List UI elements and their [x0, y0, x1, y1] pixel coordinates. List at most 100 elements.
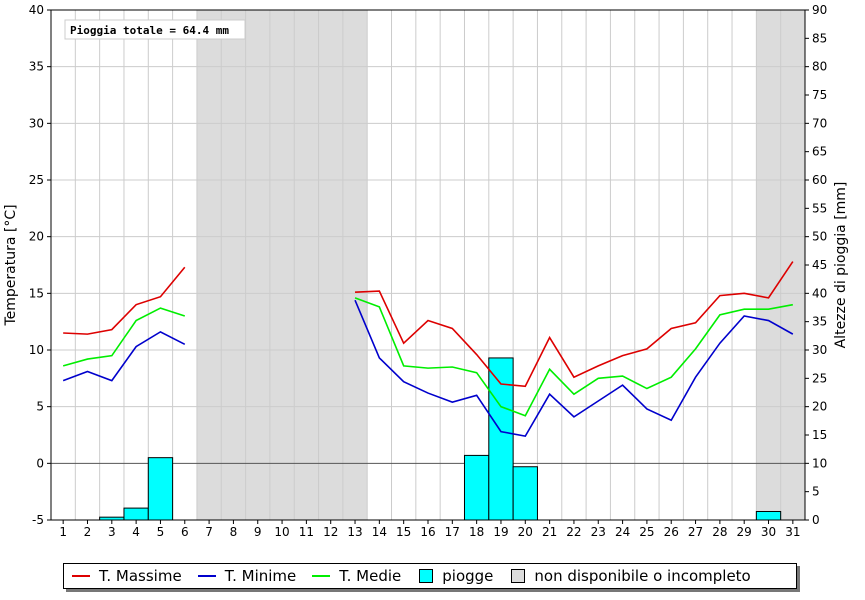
y-left-tick-label: 25 — [29, 173, 44, 187]
unavailable-day-10 — [269, 10, 295, 520]
y-right-tick-label: 0 — [812, 513, 820, 527]
unavailable-day-12 — [318, 10, 343, 520]
x-tick-label: 2 — [84, 525, 92, 539]
x-tick-label: 3 — [108, 525, 116, 539]
unavailable-day-8 — [221, 10, 246, 520]
line-tmax — [354, 261, 794, 388]
unavailable-day-7 — [196, 10, 222, 520]
legend: T. Massime T. Minime T. Medie piogge non… — [63, 563, 797, 589]
x-tick-label: 19 — [493, 525, 508, 539]
legend-item-tmin: T. Minime — [197, 567, 297, 585]
unavailable-day-31 — [780, 10, 805, 520]
legend-label-tmax: T. Massime — [99, 567, 182, 585]
x-tick-label: 11 — [299, 525, 314, 539]
y-left-tick-label: -5 — [32, 513, 44, 527]
x-tick-label: 17 — [445, 525, 460, 539]
y-right-tick-label: 90 — [812, 3, 827, 17]
x-tick-label: 16 — [420, 525, 435, 539]
y-right-tick-label: 45 — [812, 258, 827, 272]
x-tick-label: 15 — [396, 525, 411, 539]
legend-label-unavailable: non disponibile o incompleto — [534, 567, 751, 585]
y-right-tick-label: 20 — [812, 400, 827, 414]
rain-bar-day-20 — [512, 466, 538, 521]
y-right-tick-label: 15 — [812, 428, 827, 442]
y-right-tick-label: 80 — [812, 60, 827, 74]
temperature-lines — [62, 261, 794, 438]
x-tick-label: 18 — [469, 525, 484, 539]
rain-total-annotation: Pioggia totale = 64.4 mm — [64, 19, 246, 40]
legend-item-tmed: T. Medie — [312, 567, 401, 585]
x-tick-label: 22 — [566, 525, 581, 539]
y-left-tick-label: 40 — [29, 3, 44, 17]
line-tmin — [354, 299, 794, 438]
legend-label-tmin: T. Minime — [224, 567, 297, 585]
x-tick-label: 9 — [254, 525, 262, 539]
legend-label-rain: piogge — [442, 567, 494, 585]
line-tmed — [354, 297, 793, 417]
y-right-tick-label: 50 — [812, 230, 827, 244]
y-right-tick-label: 10 — [812, 456, 827, 470]
legend-item-tmax: T. Massime — [72, 567, 182, 585]
rain-bar-day-18 — [463, 454, 490, 521]
y-right-tick-label: 75 — [812, 88, 827, 102]
x-tick-label: 1 — [59, 525, 67, 539]
legend-swatch-rain — [419, 569, 434, 583]
rain-bar-day-19 — [488, 357, 514, 521]
legend-swatch-unavailable — [511, 569, 526, 583]
y-left-tick-label: 0 — [36, 456, 44, 470]
y-left-tick-label: 35 — [29, 60, 44, 74]
rain-total-text: Pioggia totale = 64.4 mm — [70, 24, 229, 37]
y-right-tick-label: 25 — [812, 371, 827, 385]
x-tick-label: 13 — [347, 525, 362, 539]
line-tmed — [62, 307, 186, 367]
x-tick-label: 30 — [761, 525, 776, 539]
rain-bar-day-30 — [755, 511, 782, 521]
x-tick-label: 20 — [518, 525, 533, 539]
legend-swatch-tmax — [72, 575, 90, 577]
y-axis-right-label: Altezze di pioggia [mm] — [833, 182, 849, 349]
y-right-tick-label: 55 — [812, 201, 827, 215]
x-tick-label: 4 — [132, 525, 140, 539]
y-left-tick-label: 15 — [29, 286, 44, 300]
unavailable-regions — [196, 10, 805, 520]
y-right-tick-label: 30 — [812, 343, 827, 357]
y-right-tick-label: 70 — [812, 116, 827, 130]
unavailable-day-30 — [756, 10, 781, 520]
y-left-tick-label: 30 — [29, 116, 44, 130]
line-tmin — [62, 330, 186, 382]
rain-bar-day-5 — [147, 457, 174, 521]
x-tick-label: 10 — [274, 525, 289, 539]
y-left-tick-label: 5 — [36, 400, 44, 414]
y-axis-left-label: Temperatura [°C] — [3, 204, 19, 326]
x-tick-label: 23 — [591, 525, 606, 539]
x-tick-label: 8 — [230, 525, 238, 539]
legend-swatch-tmin — [197, 575, 216, 577]
legend-label-tmed: T. Medie — [339, 567, 402, 585]
y-right-tick-label: 60 — [812, 173, 827, 187]
x-tick-label: 25 — [639, 525, 654, 539]
axes: -505101520253035400510152025303540455055… — [29, 3, 828, 539]
y-left-tick-label: 10 — [29, 343, 44, 357]
legend-item-rain: piogge — [419, 567, 493, 585]
legend-swatch-tmed — [312, 575, 331, 577]
unavailable-day-13 — [342, 10, 368, 520]
plot-background — [51, 10, 805, 520]
chart: -505101520253035400510152025303540455055… — [3, 3, 849, 539]
y-right-tick-label: 85 — [812, 31, 827, 45]
x-tick-label: 31 — [785, 525, 800, 539]
y-left-tick-label: 20 — [29, 230, 44, 244]
x-tick-label: 28 — [712, 525, 727, 539]
legend-item-unavailable: non disponibile o incompleto — [511, 567, 751, 585]
x-tick-label: 24 — [615, 525, 630, 539]
x-tick-label: 21 — [542, 525, 557, 539]
x-tick-label: 29 — [737, 525, 752, 539]
y-right-tick-label: 65 — [812, 145, 827, 159]
y-right-tick-label: 40 — [812, 286, 827, 300]
x-tick-label: 27 — [688, 525, 703, 539]
y-right-tick-label: 5 — [812, 485, 820, 499]
x-tick-label: 26 — [664, 525, 679, 539]
x-tick-label: 5 — [157, 525, 165, 539]
line-tmax — [63, 266, 186, 335]
rain-bar-day-4 — [123, 507, 149, 521]
x-tick-label: 6 — [181, 525, 189, 539]
